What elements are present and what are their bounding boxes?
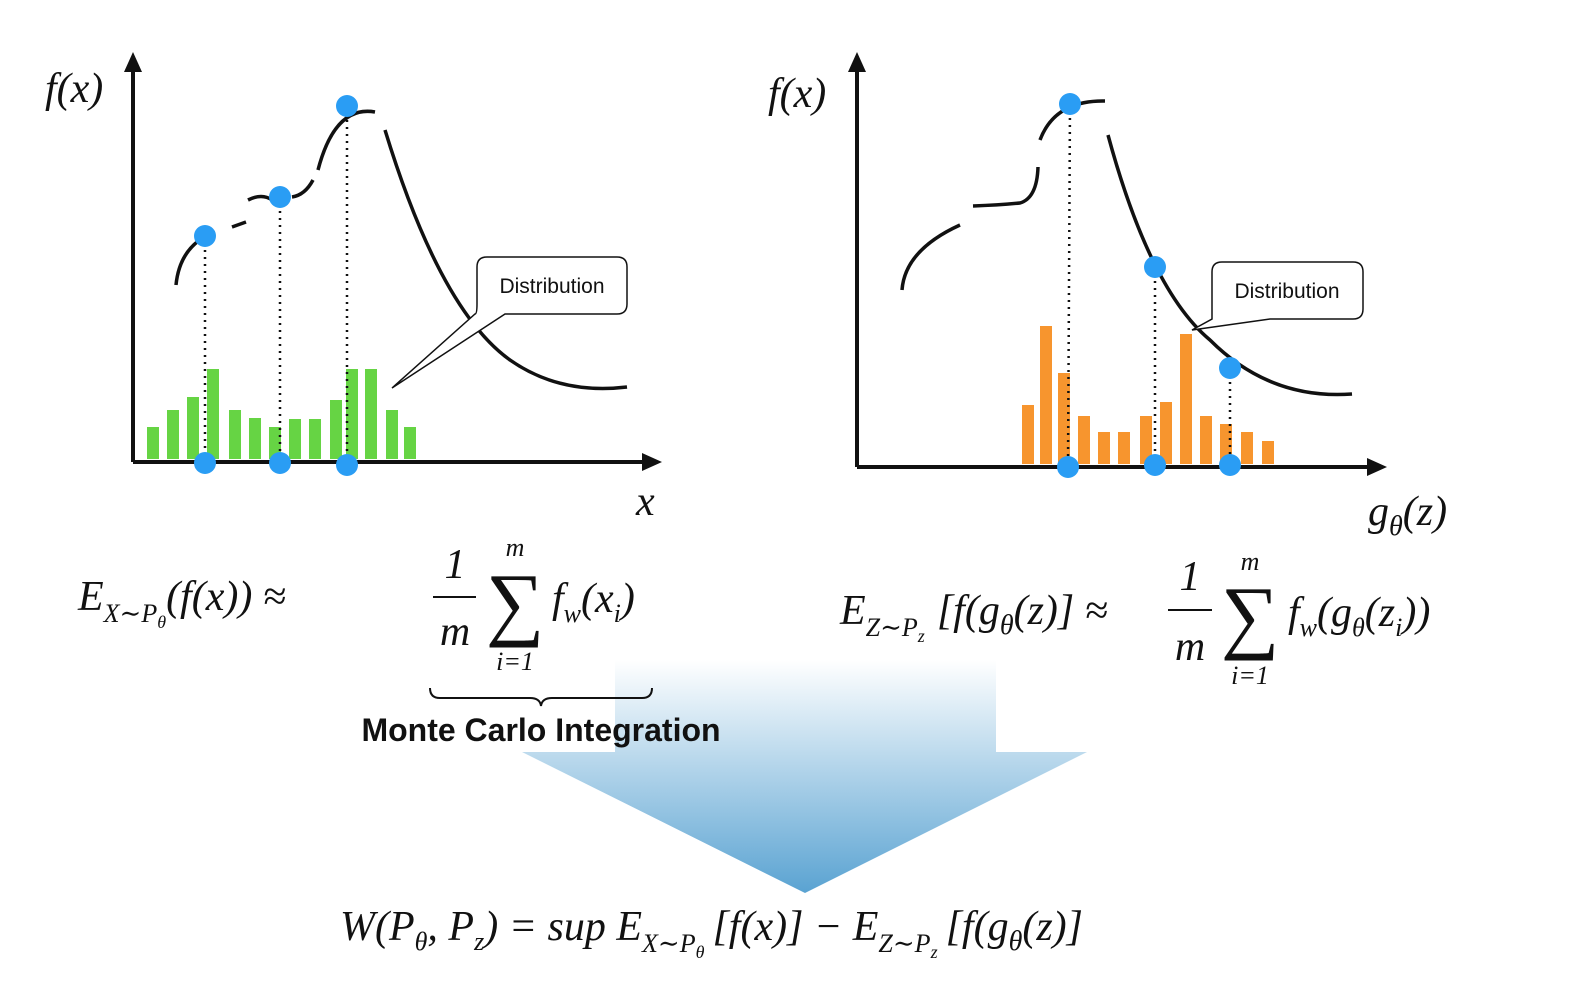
part: i — [614, 599, 621, 628]
part: w — [1300, 613, 1318, 642]
callout — [1191, 261, 1364, 331]
part: (x — [581, 576, 614, 622]
part: X∼P — [103, 599, 158, 628]
part: [f(g — [946, 904, 1009, 950]
part: Z∼P — [866, 613, 918, 642]
part: z — [473, 927, 484, 956]
arrow — [522, 660, 1087, 893]
part: (z)] ≈ — [1014, 588, 1108, 634]
denominator: m — [1175, 624, 1205, 670]
part: i — [1395, 613, 1402, 642]
curve — [900, 99, 1353, 397]
x-label: gθ(z) — [1368, 489, 1447, 542]
term: fw(gθ(zi)) — [1288, 590, 1430, 642]
part: [f(x)] − E — [712, 904, 878, 950]
part: ) — [619, 576, 635, 622]
part: w — [564, 599, 582, 628]
left-chart: Distribution f(x) x — [45, 52, 662, 525]
part: θ — [157, 612, 166, 632]
bars — [147, 369, 416, 459]
arrowhead — [1367, 458, 1387, 476]
part: z — [917, 626, 925, 646]
y-label: f(x) — [768, 71, 826, 117]
bottom-formula: W(Pθ, Pz) = sup EX∼Pθ[f(x)] − EZ∼Pz[f(gθ… — [340, 904, 1083, 962]
brace — [429, 687, 653, 707]
x-label-part: θ — [1389, 511, 1403, 542]
part: (z — [1365, 590, 1395, 636]
x-label-part: g — [1368, 489, 1389, 535]
numerator: 1 — [445, 542, 466, 588]
formula-lhs: EX∼Pθ(f(x)) ≈ — [77, 574, 286, 632]
sum: ∑ — [1221, 570, 1279, 661]
lower: i=1 — [496, 647, 534, 676]
x-label-part: (z) — [1403, 489, 1447, 535]
lower: i=1 — [1231, 661, 1269, 690]
denominator: m — [440, 609, 470, 655]
part: θ — [1000, 610, 1014, 641]
y-label: f(x) — [45, 66, 103, 112]
part: [f(g — [937, 588, 1000, 634]
part: (g — [1317, 590, 1352, 636]
brace-label: Monte Carlo Integration — [361, 712, 720, 748]
arrowhead — [642, 453, 662, 471]
part: E — [839, 588, 866, 634]
term: fw(xi) — [552, 576, 635, 628]
part: X∼P — [641, 929, 696, 958]
formula-lhs: EZ∼Pz [f(gθ(z)] ≈ — [839, 588, 1108, 646]
curve — [174, 109, 628, 391]
right-chart: Distribution f(x) gθ(z) — [768, 52, 1447, 542]
arrowhead — [848, 52, 866, 72]
numerator: 1 — [1180, 554, 1201, 600]
part: θ — [1009, 926, 1023, 957]
part: (f(x)) ≈ — [166, 574, 286, 620]
left-formula: EX∼Pθ(f(x)) ≈ 1 m ∑ m i=1 fw(xi) Monte C… — [77, 533, 721, 748]
part: θ — [696, 942, 705, 962]
upper: m — [506, 533, 525, 562]
sum: ∑ — [486, 557, 544, 648]
callout-label: Distribution — [1234, 280, 1339, 303]
part: )) — [1400, 590, 1430, 636]
part: , P — [427, 904, 474, 950]
part: (z)] — [1022, 904, 1083, 950]
x-label: x — [635, 479, 655, 525]
part: z — [930, 942, 938, 962]
part: Z∼P — [878, 929, 930, 958]
upper: m — [1241, 547, 1260, 576]
bars — [1022, 326, 1274, 464]
part: θ — [415, 927, 428, 956]
part: ) = sup E — [482, 904, 642, 950]
callout — [391, 256, 628, 389]
part: θ — [1352, 613, 1365, 642]
right-formula: EZ∼Pz[f(gθ(z)] ≈ 1 m ∑ m i=1 fw(gθ(zi)) — [839, 547, 1430, 690]
part: W(P — [340, 904, 415, 950]
arrowhead — [124, 52, 142, 72]
callout-label: Distribution — [499, 275, 604, 298]
part: E — [77, 574, 104, 620]
